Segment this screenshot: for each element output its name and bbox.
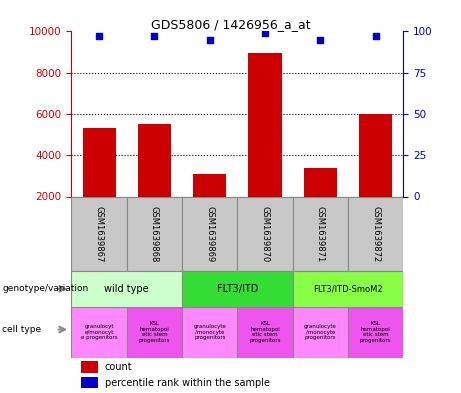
Text: cell type: cell type [2, 325, 41, 334]
Bar [348, 196, 403, 271]
Bar [82, 361, 98, 373]
Text: KSL
hematopoi
etic stem
progenitors: KSL hematopoi etic stem progenitors [249, 321, 281, 343]
Text: GSM1639872: GSM1639872 [371, 206, 380, 262]
Text: GSM1639869: GSM1639869 [205, 206, 214, 262]
Point [372, 33, 379, 40]
Bar [182, 271, 293, 307]
Bar [359, 114, 392, 196]
Text: wild type: wild type [105, 284, 149, 294]
Point [151, 33, 158, 40]
Bar [127, 307, 182, 358]
Bar [71, 271, 182, 307]
Bar [82, 376, 98, 388]
Bar [193, 174, 226, 196]
Bar [182, 307, 237, 358]
Bar [293, 196, 348, 271]
Text: genotype/variation: genotype/variation [2, 285, 89, 293]
Bar [237, 307, 293, 358]
Point [95, 33, 103, 40]
Bar [83, 129, 116, 196]
Text: GSM1639871: GSM1639871 [316, 206, 325, 262]
Bar [293, 271, 403, 307]
Bar [71, 196, 127, 271]
Text: FLT3/ITD: FLT3/ITD [217, 284, 258, 294]
Bar [348, 307, 403, 358]
Text: GSM1639867: GSM1639867 [95, 206, 104, 262]
Bar [182, 196, 237, 271]
Bar [71, 307, 127, 358]
Text: KSL
hematopoi
etic stem
progenitors: KSL hematopoi etic stem progenitors [360, 321, 391, 343]
Text: granulocyte
/monocyte
progenitors: granulocyte /monocyte progenitors [193, 324, 226, 340]
Bar [304, 167, 337, 196]
Point [206, 37, 213, 43]
Text: granulocyt
e/monocyt
e progenitors: granulocyt e/monocyt e progenitors [81, 324, 118, 340]
Bar [127, 196, 182, 271]
Text: KSL
hematopoi
etic stem
progenitors: KSL hematopoi etic stem progenitors [139, 321, 170, 343]
Text: count: count [105, 362, 132, 372]
Text: GSM1639870: GSM1639870 [260, 206, 270, 262]
Text: GSM1639868: GSM1639868 [150, 206, 159, 262]
Text: GDS5806 / 1426956_a_at: GDS5806 / 1426956_a_at [151, 18, 310, 31]
Bar [237, 196, 293, 271]
Bar [138, 124, 171, 196]
Point [261, 30, 269, 36]
Bar [293, 307, 348, 358]
Text: granulocyte
/monocyte
progenitors: granulocyte /monocyte progenitors [304, 324, 337, 340]
Text: percentile rank within the sample: percentile rank within the sample [105, 378, 270, 387]
Text: FLT3/ITD-SmoM2: FLT3/ITD-SmoM2 [313, 285, 383, 293]
Bar [248, 53, 282, 196]
Point [317, 37, 324, 43]
